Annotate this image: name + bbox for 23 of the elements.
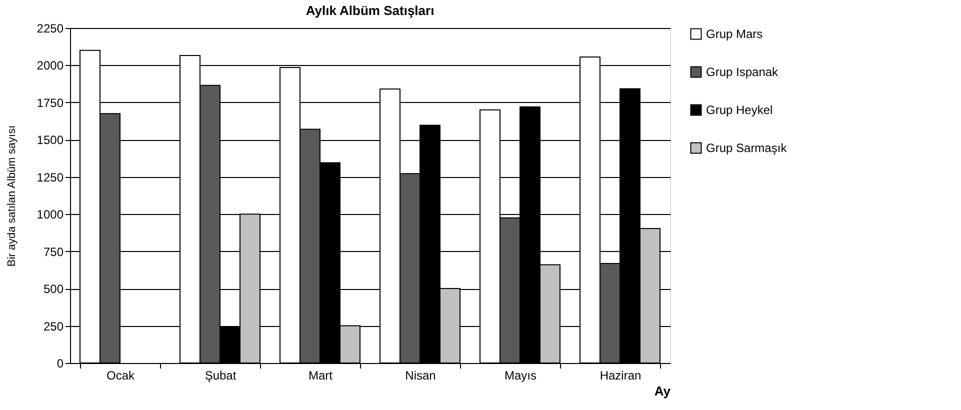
x-tick-label: Şubat (204, 368, 237, 382)
legend-label: Grup Heykel (706, 103, 773, 117)
x-axis-title: Ay (654, 384, 672, 398)
x-tick-label: Haziran (600, 368, 642, 382)
legend-label: Grup Ispanak (706, 65, 780, 79)
x-tick-label: Ocak (106, 368, 136, 382)
x-tick-label: Nisan (405, 368, 436, 382)
x-tick-label: Mart (308, 368, 334, 382)
y-axis-title: Bir ayda satılan Albüm sayısı (6, 125, 18, 267)
y-tick-label: 1250 (36, 170, 64, 184)
y-tick-label: 500 (43, 282, 64, 296)
y-tick-label: 250 (43, 319, 64, 334)
y-tick-label: 750 (43, 244, 64, 259)
x-tick-label: Mayıs (504, 368, 537, 382)
y-tick-label: 2000 (36, 58, 64, 73)
y-tick-label: 1000 (36, 208, 64, 222)
y-tick-label: 1500 (36, 133, 64, 148)
y-tick-label: 1750 (36, 96, 64, 110)
legend-label: Grup Mars (706, 27, 763, 41)
y-tick-label: 0 (56, 356, 64, 370)
legend-label: Grup Sarmaşık (706, 141, 788, 155)
chart-title: Aylık Albüm Satışları (306, 3, 434, 18)
y-tick-label: 2250 (36, 22, 64, 36)
